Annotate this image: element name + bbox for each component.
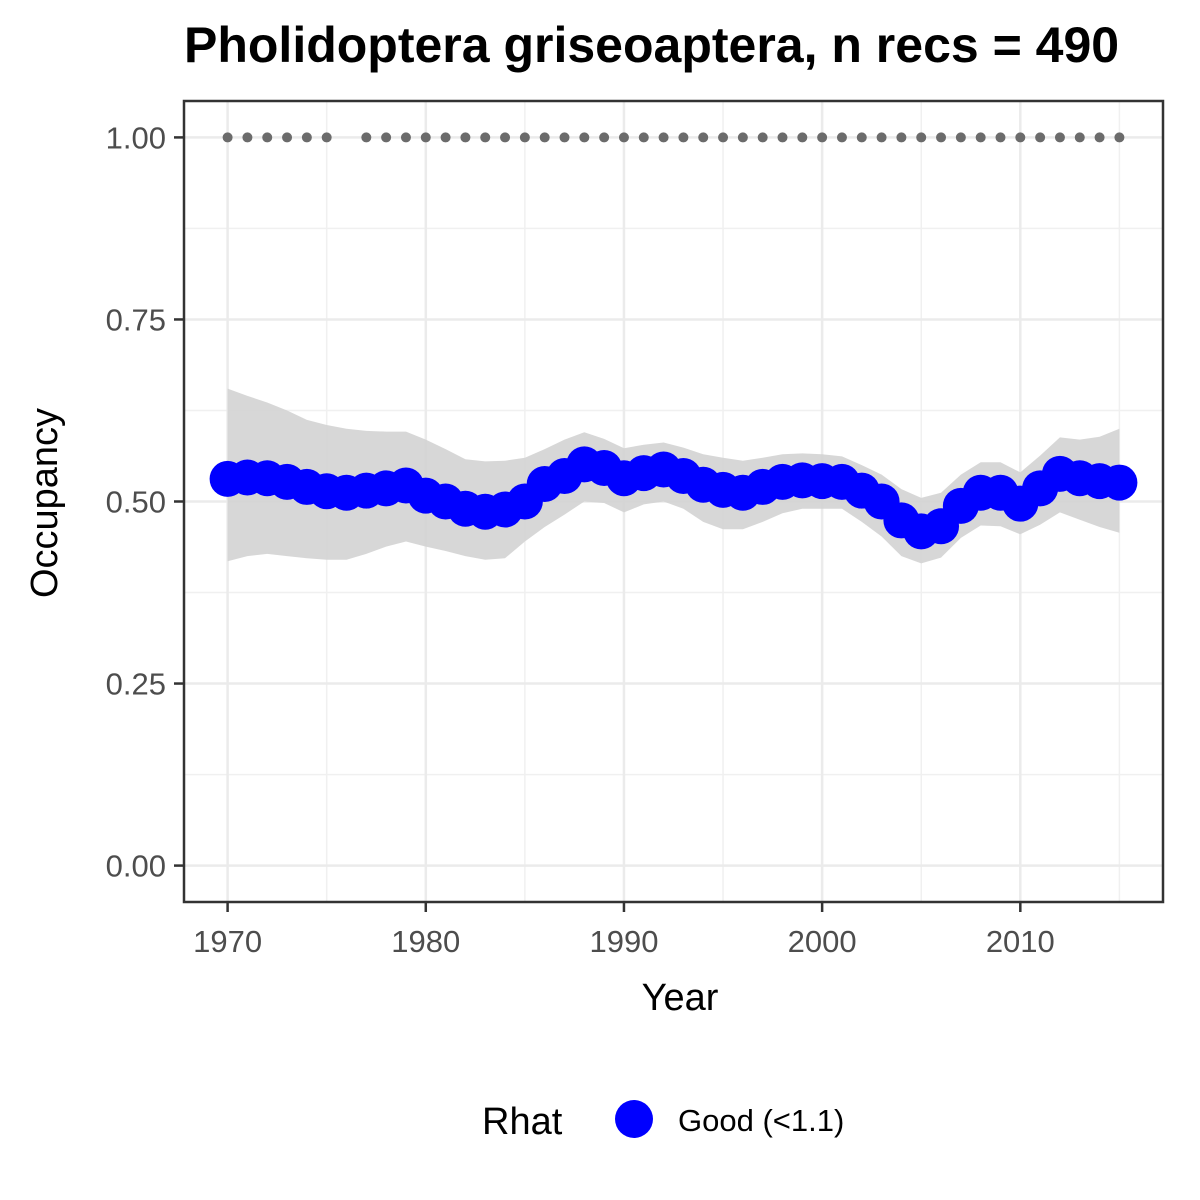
record-year-point (856, 132, 867, 143)
record-year-point (995, 132, 1006, 143)
x-tick-label: 2010 (986, 924, 1055, 959)
record-year-point (321, 132, 332, 143)
record-year-point (975, 132, 986, 143)
record-year-point (301, 132, 312, 143)
x-tick-label: 2000 (788, 924, 857, 959)
chart-title: Pholidoptera griseoaptera, n recs = 490 (184, 17, 1119, 73)
record-year-point (222, 132, 233, 143)
record-year-point (400, 132, 411, 143)
y-tick-label: 1.00 (106, 120, 166, 155)
record-year-point (618, 132, 629, 143)
record-year-point (519, 132, 530, 143)
record-year-point (539, 132, 550, 143)
record-year-point (757, 132, 768, 143)
x-tick-label: 1970 (193, 924, 262, 959)
y-tick-label: 0.00 (106, 849, 166, 884)
record-year-point (599, 132, 610, 143)
record-year-point (262, 132, 273, 143)
record-year-point (678, 132, 689, 143)
y-tick-label: 0.25 (106, 667, 166, 702)
x-tick-label: 1980 (391, 924, 460, 959)
x-tick-label: 1990 (589, 924, 658, 959)
y-tick-label: 0.75 (106, 302, 166, 337)
y-axis-title: Occupancy (24, 408, 66, 598)
record-year-point (1094, 132, 1105, 143)
record-year-point (638, 132, 649, 143)
record-year-point (698, 132, 709, 143)
record-year-point (916, 132, 927, 143)
record-year-point (500, 132, 511, 143)
record-year-point (658, 132, 669, 143)
record-year-point (955, 132, 966, 143)
occupancy-point (1101, 464, 1138, 501)
record-year-point (559, 132, 570, 143)
record-year-point (460, 132, 471, 143)
record-year-point (282, 132, 293, 143)
record-year-point (579, 132, 590, 143)
record-year-point (777, 132, 788, 143)
record-year-point (936, 132, 947, 143)
record-year-point (1114, 132, 1125, 143)
legend-title: Rhat (482, 1101, 563, 1143)
legend: Rhat Good (<1.1) (482, 1100, 844, 1143)
record-year-point (361, 132, 372, 143)
record-year-point (1035, 132, 1046, 143)
record-year-point (1074, 132, 1085, 143)
record-year-point (737, 132, 748, 143)
plot-area: 1970 1980 1990 2000 2010 0.00 0.25 0.50 0.75 1.00 (106, 99, 1165, 959)
legend-key-good (615, 1100, 653, 1138)
record-year-point (1054, 132, 1065, 143)
y-tick-label: 0.50 (106, 485, 166, 520)
record-year-point (817, 132, 828, 143)
record-year-point (242, 132, 253, 143)
record-year-point (1015, 132, 1026, 143)
record-year-point (876, 132, 887, 143)
record-year-point (480, 132, 491, 143)
record-year-point (797, 132, 808, 143)
legend-label-good: Good (<1.1) (678, 1103, 844, 1138)
x-axis-title: Year (642, 977, 719, 1019)
record-year-point (896, 132, 907, 143)
record-year-point (718, 132, 729, 143)
record-year-point (440, 132, 451, 143)
record-year-point (381, 132, 392, 143)
record-year-point (836, 132, 847, 143)
record-year-point (420, 132, 431, 143)
